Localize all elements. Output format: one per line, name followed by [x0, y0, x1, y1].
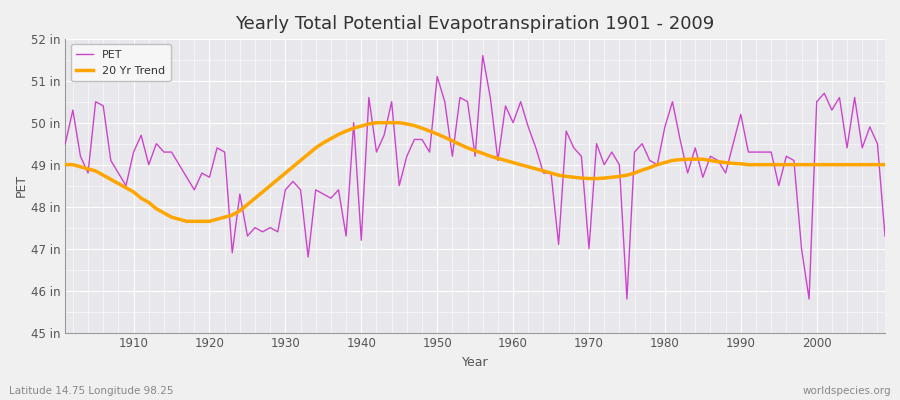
20 Yr Trend [614, 174, 625, 179]
PET [516, 99, 526, 104]
20 Yr Trend [371, 120, 382, 125]
PET [121, 183, 131, 188]
Line: 20 Yr Trend: 20 Yr Trend [66, 123, 885, 221]
Y-axis label: PET: PET [15, 174, 28, 197]
PET [607, 150, 617, 154]
20 Yr Trend [295, 158, 306, 163]
20 Yr Trend [121, 185, 131, 190]
20 Yr Trend [60, 162, 71, 167]
20 Yr Trend [516, 162, 526, 167]
Title: Yearly Total Potential Evapotranspiration 1901 - 2009: Yearly Total Potential Evapotranspiratio… [236, 15, 715, 33]
Text: worldspecies.org: worldspecies.org [803, 386, 891, 396]
Line: PET: PET [66, 56, 885, 299]
PET [879, 234, 890, 238]
PET [333, 188, 344, 192]
X-axis label: Year: Year [462, 356, 489, 369]
PET [288, 179, 299, 184]
20 Yr Trend [181, 219, 192, 224]
PET [622, 296, 633, 301]
20 Yr Trend [341, 129, 352, 134]
PET [477, 53, 488, 58]
PET [60, 141, 71, 146]
20 Yr Trend [879, 162, 890, 167]
PET [508, 120, 518, 125]
Text: Latitude 14.75 Longitude 98.25: Latitude 14.75 Longitude 98.25 [9, 386, 174, 396]
20 Yr Trend [523, 164, 534, 169]
Legend: PET, 20 Yr Trend: PET, 20 Yr Trend [71, 44, 171, 81]
